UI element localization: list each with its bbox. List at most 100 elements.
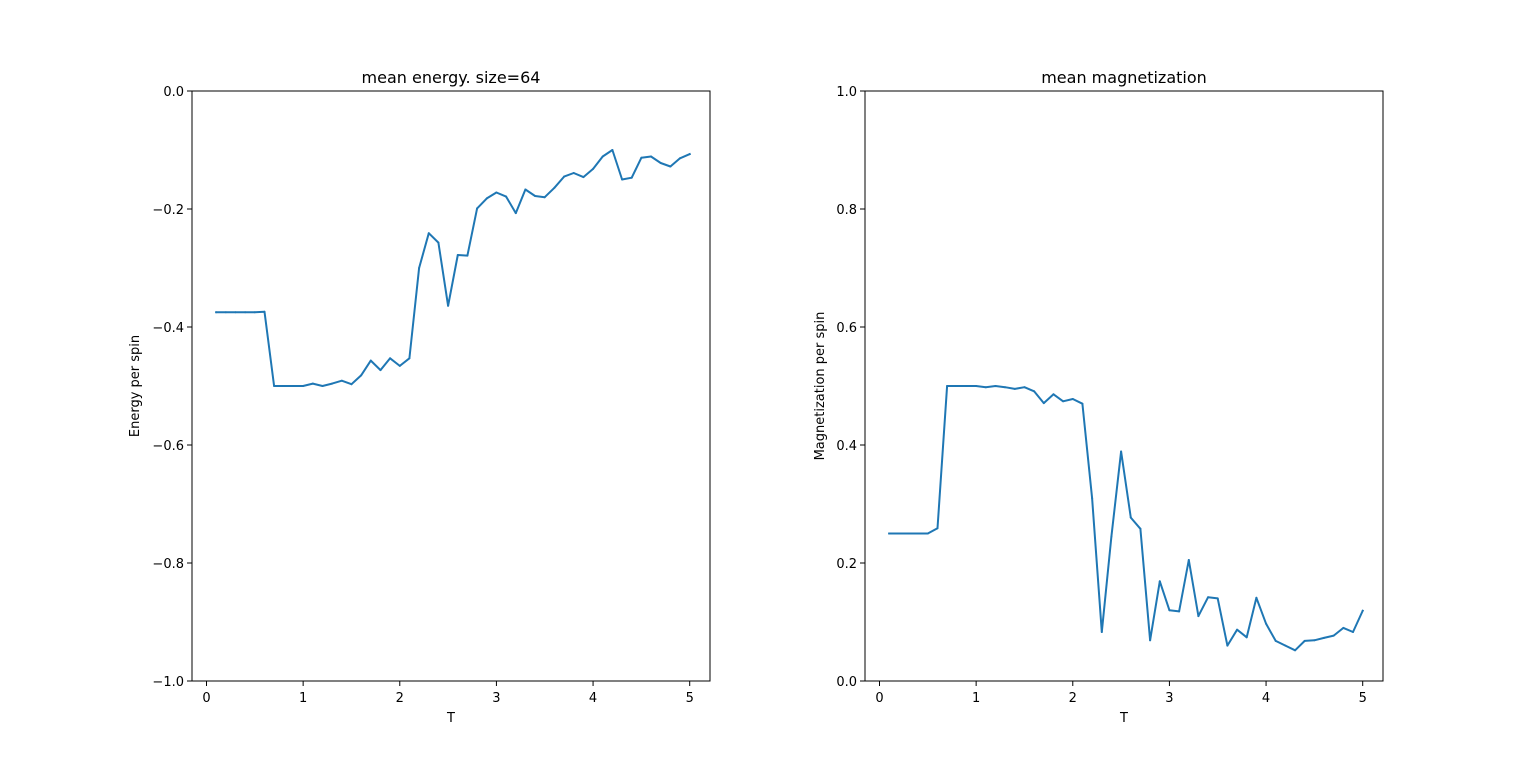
energy-data-point-30 bbox=[505, 195, 508, 198]
energy-y-tick-label-2: −0.6 bbox=[152, 439, 184, 454]
magnetization-data-point-6 bbox=[946, 385, 949, 387]
magnetization-data-point-19 bbox=[1071, 398, 1074, 400]
magnetization-plot-frame bbox=[864, 90, 1384, 682]
magnetization-data-point-34 bbox=[1216, 597, 1219, 600]
energy-data-point-19 bbox=[398, 364, 401, 367]
energy-y-tick-label-4: −0.2 bbox=[152, 203, 184, 218]
magnetization-data-point-32 bbox=[1197, 615, 1200, 618]
energy-series-line bbox=[215, 149, 692, 387]
magnetization-data-point-21 bbox=[1091, 497, 1094, 500]
magnetization-data-point-23 bbox=[1110, 535, 1113, 538]
energy-data-point-25 bbox=[456, 254, 459, 256]
magnetization-data-point-28 bbox=[1158, 580, 1161, 583]
magnetization-data-point-14 bbox=[1023, 386, 1026, 389]
energy-x-tick-label-1: 1 bbox=[299, 691, 307, 706]
energy-subplot: mean energy. size=64 0 1 2 3 4 5 −1.0 −0.8 −0.6 −… bbox=[128, 68, 711, 726]
magnetization-y-tick-label-2: 0.4 bbox=[836, 439, 857, 454]
energy-data-point-23 bbox=[437, 241, 440, 244]
magnetization-y-tick-label-1: 0.2 bbox=[836, 557, 857, 572]
magnetization-subplot: mean magnetization 0 1 2 3 4 5 0.0 0.2 0.4 0.6 0.8… bbox=[813, 68, 1384, 726]
energy-data-point-5 bbox=[263, 310, 266, 313]
magnetization-data-point-49 bbox=[1361, 609, 1364, 612]
magnetization-data-point-7 bbox=[955, 385, 958, 387]
energy-data-points bbox=[215, 149, 691, 387]
magnetization-data-point-5 bbox=[936, 527, 939, 530]
magnetization-data-point-15 bbox=[1033, 390, 1036, 393]
energy-data-point-21 bbox=[418, 267, 421, 269]
magnetization-data-point-30 bbox=[1178, 610, 1181, 613]
energy-data-point-41 bbox=[611, 149, 614, 151]
magnetization-data-point-26 bbox=[1139, 527, 1142, 530]
energy-data-point-9 bbox=[302, 385, 305, 387]
magnetization-data-point-11 bbox=[994, 385, 997, 387]
magnetization-data-point-20 bbox=[1081, 402, 1084, 405]
magnetization-x-axis-label: T bbox=[1119, 711, 1128, 726]
energy-chart-title: mean energy. size=64 bbox=[362, 68, 541, 87]
energy-x-tick-label-5: 5 bbox=[686, 691, 694, 706]
energy-data-point-32 bbox=[524, 188, 527, 191]
magnetization-x-tick-label-0: 0 bbox=[875, 691, 883, 706]
magnetization-x-tick-label-1: 1 bbox=[972, 691, 980, 706]
energy-data-point-43 bbox=[630, 176, 633, 179]
energy-x-tick-label-3: 3 bbox=[492, 691, 500, 706]
magnetization-data-point-33 bbox=[1207, 596, 1210, 599]
energy-y-tick-label-3: −0.4 bbox=[152, 321, 184, 336]
magnetization-data-point-1 bbox=[897, 532, 900, 535]
magnetization-data-point-48 bbox=[1352, 631, 1354, 633]
energy-data-point-17 bbox=[379, 369, 382, 372]
magnetization-chart-title: mean magnetization bbox=[1041, 68, 1207, 87]
magnetization-x-tick-label-3: 3 bbox=[1165, 691, 1173, 706]
energy-data-point-33 bbox=[534, 195, 537, 197]
magnetization-data-point-43 bbox=[1303, 639, 1306, 642]
energy-data-point-11 bbox=[321, 385, 324, 387]
magnetization-data-point-45 bbox=[1323, 636, 1325, 639]
energy-data-point-27 bbox=[476, 207, 479, 210]
energy-data-point-45 bbox=[650, 155, 652, 158]
energy-data-point-46 bbox=[659, 162, 662, 164]
energy-data-point-24 bbox=[447, 304, 450, 307]
magnetization-data-point-29 bbox=[1168, 609, 1171, 612]
energy-data-point-16 bbox=[369, 359, 372, 362]
magnetization-y-axis-label: Magnetization per spin bbox=[813, 312, 828, 461]
energy-data-point-12 bbox=[331, 382, 334, 385]
magnetization-data-point-8 bbox=[965, 385, 968, 387]
energy-data-point-18 bbox=[389, 357, 392, 360]
energy-data-point-39 bbox=[592, 167, 595, 170]
energy-data-point-22 bbox=[427, 232, 430, 235]
energy-data-point-10 bbox=[311, 382, 314, 385]
magnetization-data-point-17 bbox=[1052, 393, 1055, 396]
magnetization-ticks: 0 1 2 3 4 5 0.0 0.2 0.4 0.6 0.8 1.0 bbox=[836, 85, 1367, 706]
magnetization-y-tick-label-0: 0.0 bbox=[836, 675, 857, 690]
magnetization-data-point-0 bbox=[888, 532, 891, 535]
magnetization-data-point-46 bbox=[1332, 634, 1335, 637]
energy-data-point-49 bbox=[688, 153, 691, 156]
magnetization-y-tick-label-4: 0.8 bbox=[836, 203, 857, 218]
magnetization-data-point-3 bbox=[917, 532, 920, 535]
magnetization-x-tick-label-5: 5 bbox=[1359, 691, 1367, 706]
energy-data-point-6 bbox=[273, 385, 276, 387]
energy-x-tick-label-4: 4 bbox=[589, 691, 597, 706]
energy-data-point-1 bbox=[224, 311, 227, 314]
magnetization-data-point-25 bbox=[1129, 516, 1132, 519]
energy-data-point-40 bbox=[601, 155, 604, 158]
magnetization-data-point-4 bbox=[926, 532, 929, 535]
magnetization-data-point-47 bbox=[1342, 626, 1345, 629]
magnetization-data-point-18 bbox=[1062, 400, 1065, 403]
energy-data-point-42 bbox=[621, 178, 624, 181]
magnetization-data-point-12 bbox=[1004, 386, 1007, 389]
energy-y-tick-label-1: −0.8 bbox=[152, 557, 184, 572]
energy-data-point-38 bbox=[582, 176, 585, 179]
energy-plot-frame bbox=[191, 90, 711, 682]
energy-data-point-48 bbox=[679, 157, 681, 160]
magnetization-data-point-24 bbox=[1120, 450, 1123, 453]
energy-x-axis-label: T bbox=[446, 711, 455, 726]
magnetization-data-point-31 bbox=[1187, 559, 1190, 561]
magnetization-data-point-42 bbox=[1294, 649, 1297, 652]
energy-data-point-28 bbox=[485, 197, 488, 200]
magnetization-x-tick-label-4: 4 bbox=[1262, 691, 1270, 706]
magnetization-data-point-35 bbox=[1226, 644, 1229, 647]
magnetization-data-point-41 bbox=[1284, 644, 1287, 647]
energy-data-point-29 bbox=[495, 191, 498, 194]
